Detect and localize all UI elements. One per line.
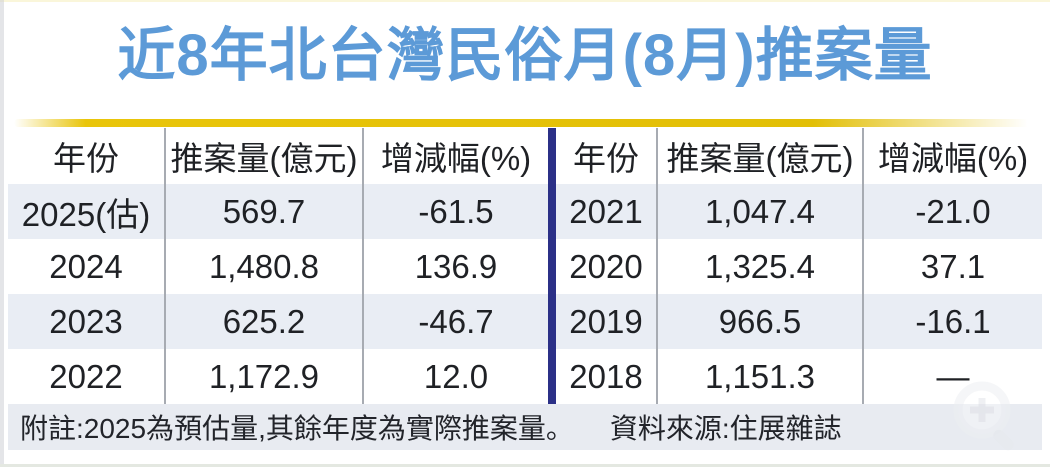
cell-year: 2018 <box>569 357 643 395</box>
source-text: 資料來源:住展雜誌 <box>609 413 842 444</box>
cell-year: 2020 <box>569 247 643 285</box>
column-header-year-right: 年份 <box>573 140 639 177</box>
column-header-change-left: 增減幅(%) <box>362 128 548 184</box>
cell-year: 2024 <box>49 247 123 285</box>
column-header-volume-left: 推案量(億元) <box>164 128 362 184</box>
cell-change: -46.7 <box>362 294 548 349</box>
column-header-volume-right: 推案量(億元) <box>656 128 862 184</box>
title-underline-bar <box>14 119 1038 127</box>
cell-volume: 625.2 <box>164 294 362 349</box>
chart-title: 近8年北台灣民俗月(8月)推案量 <box>117 23 933 88</box>
cell-volume: 1,480.8 <box>164 239 362 294</box>
top-edge-line <box>0 0 1050 2</box>
cell-change: 136.9 <box>362 239 548 294</box>
cell-year: 2022 <box>49 357 123 395</box>
cell-change: -16.1 <box>862 294 1042 349</box>
left-edge-line <box>0 0 4 467</box>
cell-volume: 1,172.9 <box>164 349 362 404</box>
cell-year: 2025(估) <box>8 184 164 239</box>
cell-volume: 569.7 <box>164 184 362 239</box>
cell-year: 2023 <box>8 294 164 349</box>
zoom-in-icon[interactable] <box>948 378 1022 458</box>
column-header-change-right: 增減幅(%) <box>862 128 1042 184</box>
cell-year: 2019 <box>556 294 656 349</box>
footnote-bar: 附註:2025為預估量,其餘年度為實際推案量。 資料來源:住展雜誌 <box>8 404 1042 450</box>
data-table: 年份 推案量(億元) 增減幅(%) 年份 推案量(億元) 增減幅(%) 2025… <box>8 128 1042 404</box>
bottom-edge-line <box>0 464 1050 467</box>
center-divider <box>548 128 556 404</box>
footnote-text: 附註:2025為預估量,其餘年度為實際推案量。 <box>20 413 574 444</box>
cell-volume: 1,151.3 <box>656 349 862 404</box>
cell-year: 2021 <box>556 184 656 239</box>
cell-volume: 1,047.4 <box>656 184 862 239</box>
cell-volume: 966.5 <box>656 294 862 349</box>
cell-change: 12.0 <box>362 349 548 404</box>
cell-change: 37.1 <box>862 239 1042 294</box>
cell-change: -61.5 <box>362 184 548 239</box>
cell-change: -21.0 <box>862 184 1042 239</box>
column-header-year-left: 年份 <box>53 140 119 177</box>
cell-volume: 1,325.4 <box>656 239 862 294</box>
